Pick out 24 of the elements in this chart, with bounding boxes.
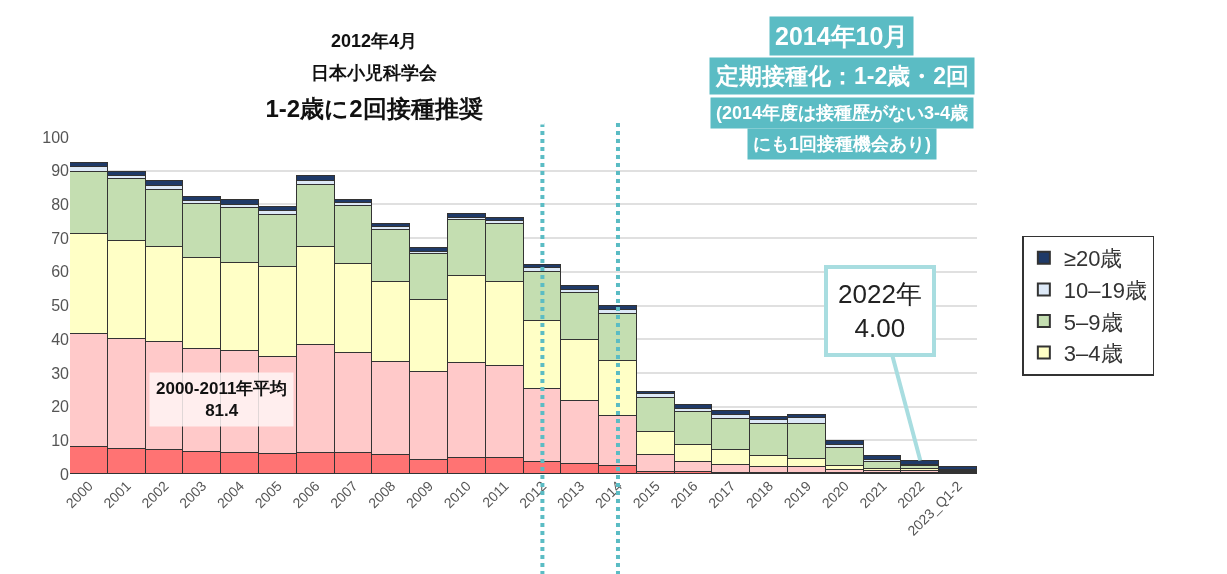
legend-label: 3–4歳	[1063, 341, 1123, 367]
legend-label: ≥20歳	[1063, 246, 1123, 272]
annotation: にも1回接種機会あり)	[753, 134, 932, 154]
y-tick-label: 50	[51, 297, 70, 315]
y-tick-label: 30	[51, 364, 70, 382]
y-tick-label: 70	[51, 229, 70, 247]
text: 1-2歳に2回接種推奨	[265, 94, 483, 122]
y-tick-label: 90	[51, 162, 70, 180]
y-tick-label: 40	[51, 330, 70, 348]
text: 2014年10月	[775, 22, 909, 50]
text: 2012年4月	[330, 31, 418, 51]
text: 日本小児科学会	[310, 63, 438, 83]
text: (2014年度は接種歴がない3-4歳	[716, 103, 969, 123]
y-tick-label: 60	[51, 263, 70, 281]
y-tick-label: 10	[51, 431, 70, 449]
y-tick-label: 0	[60, 465, 70, 483]
annotation: 2022年 4.00	[838, 279, 922, 343]
legend-label: 10–19歳	[1063, 277, 1148, 303]
y-tick-label: 20	[51, 398, 70, 416]
y-tick-label: 80	[51, 196, 70, 213]
y-tick-label: 100	[42, 128, 70, 146]
legend-label: 5–9歳	[1063, 309, 1123, 335]
text: 定期接種化：1-2歳・2回	[715, 63, 970, 89]
annotation: 2000-2011年平均 81.4	[156, 379, 288, 421]
